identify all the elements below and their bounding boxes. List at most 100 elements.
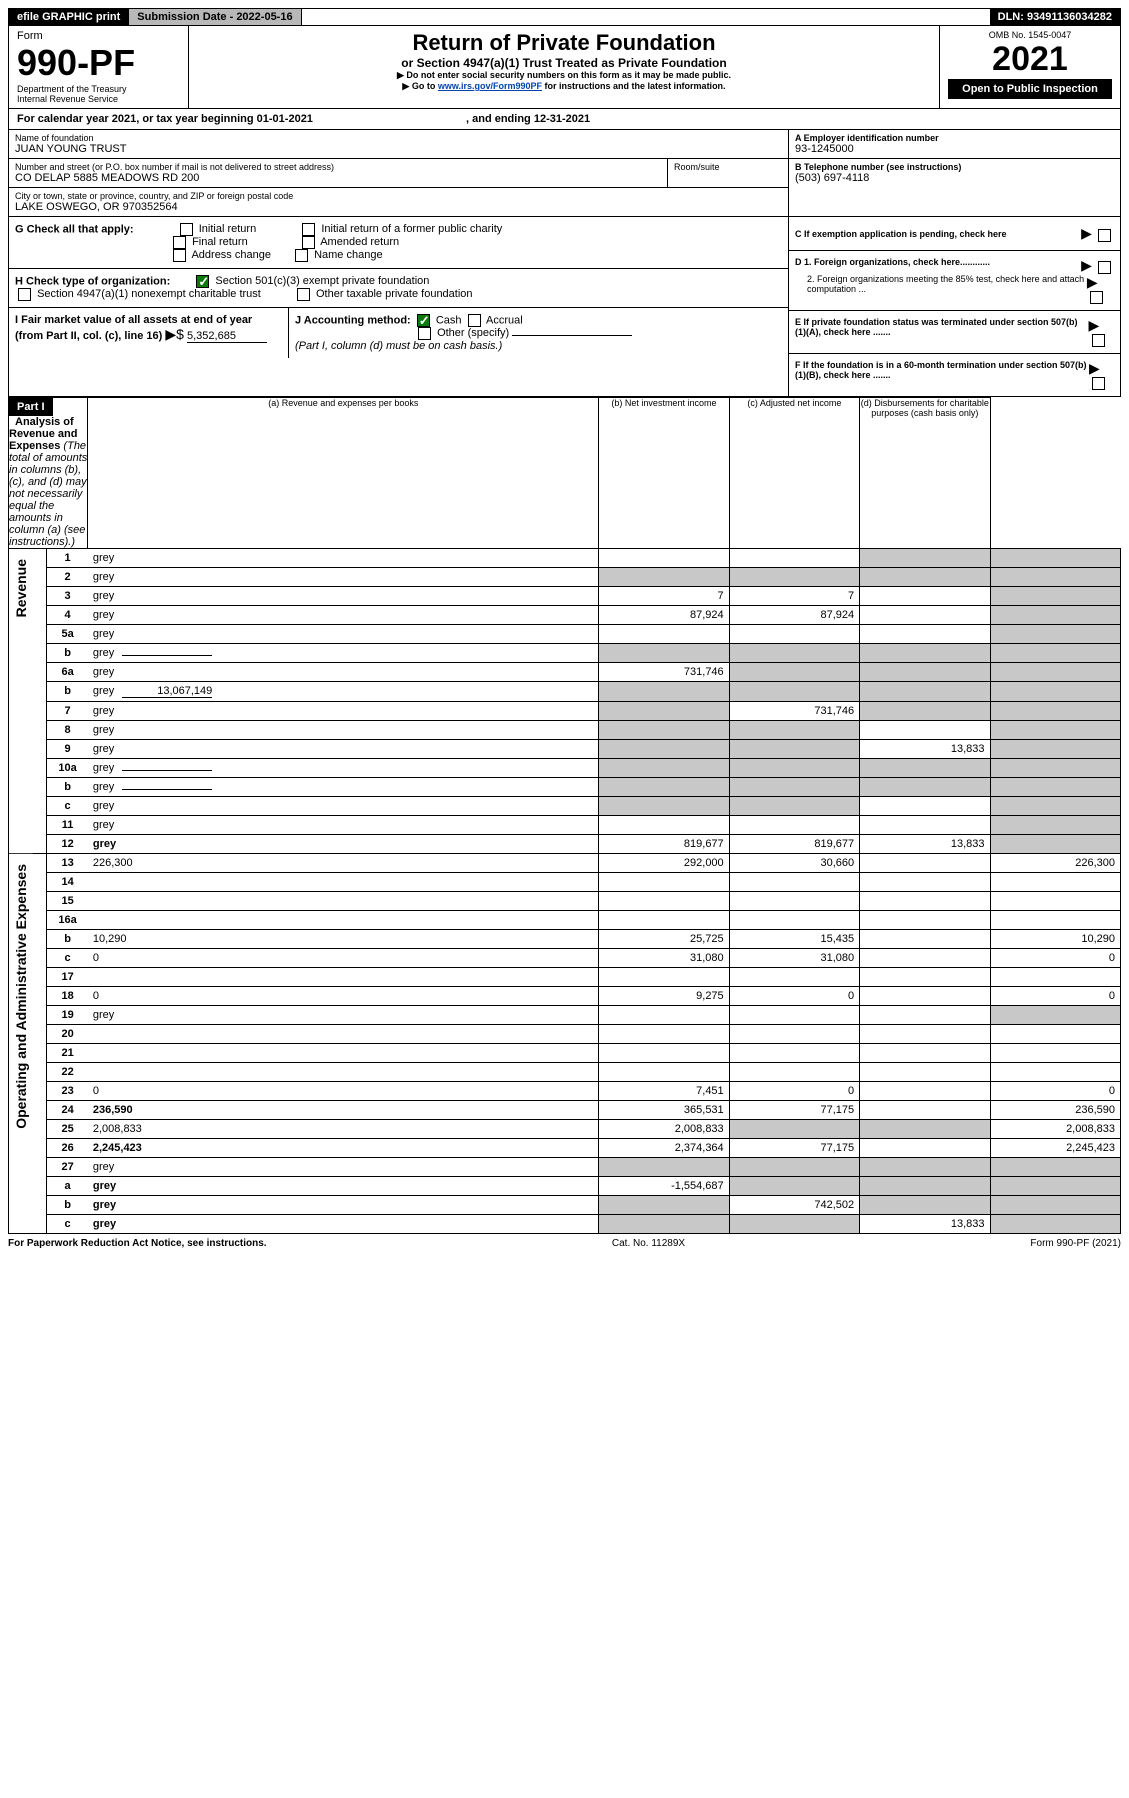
table-row: bgrey (9, 644, 1121, 663)
ein: 93-1245000 (795, 143, 1114, 155)
check-other-tax[interactable] (297, 288, 310, 301)
table-row: 24236,590365,53177,175236,590 (9, 1101, 1121, 1120)
d1: D 1. Foreign organizations, check here..… (795, 257, 990, 274)
form-label: Form (17, 30, 180, 42)
table-row: 15 (9, 892, 1121, 911)
table-row: 19grey (9, 1006, 1121, 1025)
part1-title: Analysis of Revenue and Expenses (The to… (9, 413, 87, 551)
table-row: 17 (9, 968, 1121, 987)
foundation-name: JUAN YOUNG TRUST (15, 143, 782, 155)
form990pf-link[interactable]: www.irs.gov/Form990PF (438, 81, 542, 91)
table-row: 12grey819,677819,67713,833 (9, 835, 1121, 854)
table-row: 22 (9, 1063, 1121, 1082)
name-id-row: Name of foundation JUAN YOUNG TRUST Numb… (8, 130, 1121, 217)
name-label: Name of foundation (15, 133, 782, 143)
ein-label: A Employer identification number (795, 133, 1114, 143)
g-label: G Check all that apply: (15, 223, 134, 235)
check-cash[interactable] (417, 314, 430, 327)
submission-date: Submission Date - 2022-05-16 (129, 9, 301, 25)
side-label: Operating and Administrative Expenses (9, 854, 33, 1139)
table-row: Operating and Administrative Expenses132… (9, 854, 1121, 873)
city-label: City or town, state or province, country… (15, 191, 782, 201)
check-initial[interactable] (180, 223, 193, 236)
footer: For Paperwork Reduction Act Notice, see … (8, 1234, 1121, 1249)
form-subtitle: or Section 4947(a)(1) Trust Treated as P… (197, 56, 931, 70)
j-label: J Accounting method: (295, 314, 411, 326)
check-accrual[interactable] (468, 314, 481, 327)
check-501c3[interactable] (196, 275, 209, 288)
omb: OMB No. 1545-0047 (948, 30, 1112, 40)
part1-table: Part I Analysis of Revenue and Expenses … (8, 397, 1121, 1234)
side-label: Revenue (9, 549, 33, 627)
footer-right: Form 990-PF (2021) (1030, 1238, 1121, 1249)
table-row: 14 (9, 873, 1121, 892)
phone-label: B Telephone number (see instructions) (795, 162, 1114, 172)
irs: Internal Revenue Service (17, 94, 180, 104)
check-d1[interactable] (1098, 261, 1111, 274)
table-row: bgrey742,502 (9, 1196, 1121, 1215)
check-4947[interactable] (18, 288, 31, 301)
col-d: (d) Disbursements for charitable purpose… (860, 398, 990, 549)
phone: (503) 697-4118 (795, 172, 1114, 184)
check-name[interactable] (295, 249, 308, 262)
table-row: 2307,45100 (9, 1082, 1121, 1101)
table-row: 4grey87,92487,924 (9, 606, 1121, 625)
dln: DLN: 93491136034282 (990, 9, 1120, 25)
footer-mid: Cat. No. 11289X (612, 1238, 685, 1249)
form-number: 990-PF (17, 42, 180, 84)
check-f[interactable] (1092, 377, 1105, 390)
table-row: bgrey13,067,149 (9, 682, 1121, 702)
table-row: bgrey (9, 778, 1121, 797)
table-row: 7grey731,746 (9, 702, 1121, 721)
table-row: 11grey (9, 816, 1121, 835)
h-label: H Check type of organization: (15, 275, 170, 287)
table-row: 5agrey (9, 625, 1121, 644)
check-c[interactable] (1098, 229, 1111, 242)
table-row: 262,245,4232,374,36477,1752,245,423 (9, 1139, 1121, 1158)
c-label: C If exemption application is pending, c… (795, 229, 1007, 239)
table-row: c031,08031,0800 (9, 949, 1121, 968)
table-row: 252,008,8332,008,8332,008,833 (9, 1120, 1121, 1139)
table-row: cgrey (9, 797, 1121, 816)
col-b: (b) Net investment income (599, 398, 729, 549)
check-initial-former[interactable] (302, 223, 315, 236)
table-row: cgrey13,833 (9, 1215, 1121, 1234)
note-ssn: ▶ Do not enter social security numbers o… (197, 70, 931, 81)
table-row: 3grey77 (9, 587, 1121, 606)
d2: 2. Foreign organizations meeting the 85%… (795, 274, 1087, 304)
check-amended[interactable] (302, 236, 315, 249)
check-section: G Check all that apply: Initial return I… (8, 217, 1121, 397)
address: CO DELAP 5885 MEADOWS RD 200 (15, 172, 661, 184)
table-row: 27grey (9, 1158, 1121, 1177)
addr-label: Number and street (or P.O. box number if… (15, 162, 661, 172)
footer-left: For Paperwork Reduction Act Notice, see … (8, 1238, 267, 1249)
table-row: 2grey (9, 568, 1121, 587)
check-final[interactable] (173, 236, 186, 249)
form-header: Form 990-PF Department of the Treasury I… (8, 26, 1121, 109)
col-c: (c) Adjusted net income (729, 398, 859, 549)
note-goto: ▶ Go to www.irs.gov/Form990PF for instru… (197, 81, 931, 92)
dept: Department of the Treasury (17, 84, 180, 94)
city: LAKE OSWEGO, OR 970352564 (15, 201, 782, 213)
check-e[interactable] (1092, 334, 1105, 347)
table-row: 6agrey731,746 (9, 663, 1121, 682)
form-title: Return of Private Foundation (197, 30, 931, 56)
table-row: 9grey13,833 (9, 740, 1121, 759)
table-row: 21 (9, 1044, 1121, 1063)
open-public: Open to Public Inspection (948, 79, 1112, 99)
topbar: efile GRAPHIC print Submission Date - 20… (8, 8, 1121, 26)
j-note: (Part I, column (d) must be on cash basi… (295, 340, 502, 352)
table-row: 1809,27500 (9, 987, 1121, 1006)
check-address[interactable] (173, 249, 186, 262)
table-row: 20 (9, 1025, 1121, 1044)
table-row: 8grey (9, 721, 1121, 740)
table-row: 16a (9, 911, 1121, 930)
table-row: Revenue1grey (9, 549, 1121, 568)
fmv: 5,352,685 (187, 330, 267, 343)
check-d2[interactable] (1090, 291, 1103, 304)
table-row: 10agrey (9, 759, 1121, 778)
f-label: F If the foundation is in a 60-month ter… (795, 360, 1089, 390)
calendar-year: For calendar year 2021, or tax year begi… (8, 109, 1121, 130)
table-row: b10,29025,72515,43510,290 (9, 930, 1121, 949)
e-label: E If private foundation status was termi… (795, 317, 1089, 347)
